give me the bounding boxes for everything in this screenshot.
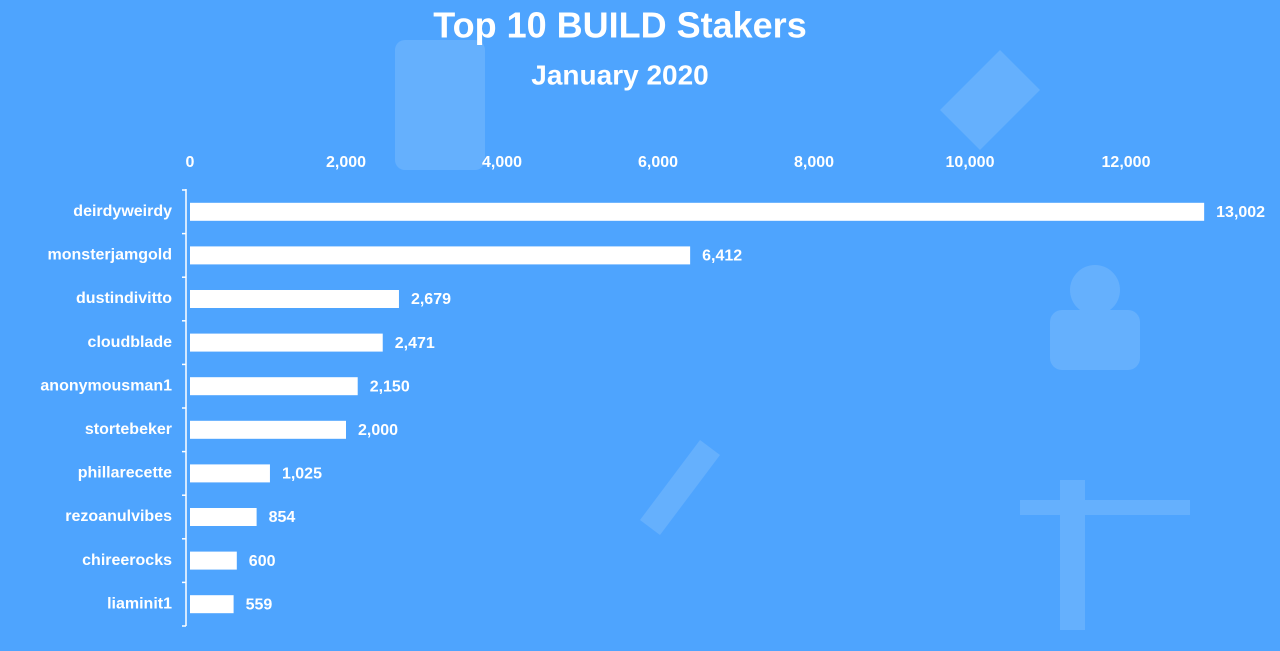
y-tick-label: chireerocks: [82, 552, 172, 569]
chart-subtitle: January 2020: [531, 59, 708, 90]
bar: [190, 202, 1205, 221]
bar: [190, 420, 346, 439]
x-tick-label: 8,000: [794, 154, 834, 171]
x-tick-label: 6,000: [638, 154, 678, 171]
bar: [190, 595, 234, 614]
bar: [190, 377, 358, 396]
value-label: 2,000: [358, 422, 398, 439]
value-label: 1,025: [282, 466, 322, 483]
bar: [190, 508, 257, 526]
y-tick-label: rezoanulvibes: [65, 508, 172, 525]
value-label: 600: [249, 553, 276, 570]
bar: [190, 290, 399, 308]
bar: [190, 464, 270, 483]
value-label: 559: [246, 596, 273, 613]
y-tick-label: deirdyweirdy: [73, 203, 172, 220]
value-label: 2,150: [370, 378, 410, 395]
value-label: 13,002: [1216, 204, 1265, 221]
y-tick-label: dustindivitto: [76, 290, 172, 307]
value-label: 854: [269, 509, 296, 526]
bar: [190, 551, 237, 570]
bar: [190, 246, 691, 265]
bar: [190, 333, 383, 352]
decor: [395, 40, 1190, 630]
value-label: 6,412: [702, 248, 742, 265]
value-label: 2,471: [395, 335, 435, 352]
x-tick-label: 4,000: [482, 154, 522, 171]
y-tick-label: anonymousman1: [40, 377, 172, 394]
x-tick-label: 2,000: [326, 154, 366, 171]
x-tick-label: 10,000: [946, 154, 995, 171]
y-tick-label: cloudblade: [88, 334, 173, 351]
chart-title: Top 10 BUILD Stakers: [433, 5, 806, 46]
y-tick-label: stortebeker: [85, 421, 172, 438]
x-tick-label: 0: [186, 154, 195, 171]
x-tick-label: 12,000: [1102, 154, 1151, 171]
y-tick-label: monsterjamgold: [48, 247, 172, 264]
y-tick-label: phillarecette: [78, 465, 172, 482]
value-label: 2,679: [411, 291, 451, 308]
y-tick-label: liaminit1: [107, 595, 172, 612]
